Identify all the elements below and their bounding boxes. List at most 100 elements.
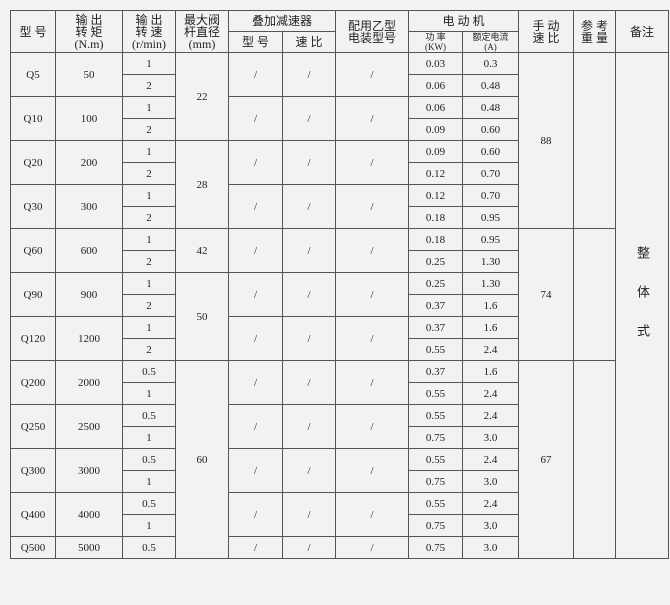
reducer-ratio-cell: /: [281, 52, 337, 97]
model-cell: Q10: [10, 96, 56, 141]
table-row: Q90 900 1 50///0.25 1.30: [10, 272, 669, 361]
speed-cell: 2: [122, 250, 176, 273]
header-line: 转 速: [135, 24, 163, 39]
current-cell: 0.48: [462, 74, 520, 97]
current-cell: 1.6: [462, 360, 520, 383]
header-cell: 电 动 机: [408, 10, 520, 32]
spec-table: 型 号 输 出转 矩 (N.m) 输 出转 速 (r/min) 最大阀 杆直径 (mm)…: [10, 10, 670, 559]
actuator-cell: /: [335, 492, 410, 537]
current-cell: 0.95: [462, 228, 520, 251]
speed-cell: 1: [122, 52, 176, 75]
speed-cell: 0.5: [122, 536, 176, 559]
table-row: 1 0.55 2.4: [11, 382, 669, 405]
header-cell: 输 出转 速 (r/min): [122, 10, 176, 53]
model-cell: Q400: [10, 492, 56, 537]
speed-cell: 0.5: [122, 448, 176, 471]
reducer-model-cell: /: [228, 536, 283, 559]
power-cell: 0.55: [408, 404, 464, 427]
actuator-cell: /: [335, 360, 410, 405]
speed-cell: 2: [122, 74, 176, 97]
stem-cell: 60: [175, 360, 229, 559]
table-row: 2 0.37 1.6: [11, 294, 669, 317]
torque-cell: 200: [55, 140, 123, 185]
torque-cell: 2500: [55, 404, 123, 449]
power-cell: 0.75: [408, 470, 464, 493]
header-line: 输 出: [75, 12, 103, 27]
power-cell: 0.18: [408, 228, 464, 251]
header-line: 速 比: [532, 30, 560, 45]
power-cell: 0.75: [408, 426, 464, 449]
header-line: 额定电流: [472, 32, 509, 42]
power-cell: 0.55: [408, 338, 464, 361]
current-cell: 1.30: [462, 250, 520, 273]
current-cell: 2.4: [462, 338, 520, 361]
model-cell: Q300: [10, 448, 56, 493]
reducer-model-cell: /: [228, 404, 283, 449]
reducer-ratio-cell: /: [281, 492, 337, 537]
power-cell: 0.18: [408, 206, 464, 229]
header-line: (A): [484, 42, 497, 52]
current-cell: 0.60: [462, 140, 520, 163]
current-cell: 3.0: [462, 514, 520, 537]
current-cell: 2.4: [462, 382, 520, 405]
reducer-ratio-cell: /: [281, 140, 337, 185]
model-cell: Q250: [10, 404, 56, 449]
current-cell: 2.4: [462, 404, 520, 427]
header-line: 转 矩: [75, 24, 103, 39]
header-cell: 型 号: [228, 31, 283, 53]
header-cell: 手 动速 比: [518, 10, 575, 53]
header-line: 重 量: [581, 30, 609, 45]
manual-cell: 88: [518, 52, 575, 229]
power-cell: 0.75: [408, 536, 464, 559]
speed-cell: 1: [122, 426, 176, 449]
power-cell: 0.25: [408, 250, 464, 273]
header-line: (r/min): [132, 36, 166, 51]
speed-cell: 2: [122, 118, 176, 141]
torque-cell: 2000: [55, 360, 123, 405]
header-line: 最大阀: [183, 12, 220, 27]
power-cell: 0.37: [408, 294, 464, 317]
weight-cell: [573, 360, 617, 559]
speed-cell: 2: [122, 162, 176, 185]
speed-cell: 1: [122, 228, 176, 251]
actuator-cell: /: [335, 52, 410, 97]
speed-cell: 1: [122, 316, 176, 339]
table-row: 2 0.06 0.48: [11, 74, 669, 97]
torque-cell: 4000: [55, 492, 123, 537]
reducer-ratio-cell: /: [281, 96, 337, 141]
reducer-model-cell: /: [228, 228, 283, 273]
current-cell: 3.0: [462, 536, 520, 559]
table-row: Q20 200 1 28///0.09 0.60: [10, 140, 669, 229]
power-cell: 0.09: [408, 140, 464, 163]
model-cell: Q120: [10, 316, 56, 361]
current-cell: 2.4: [462, 492, 520, 515]
power-cell: 0.55: [408, 382, 464, 405]
speed-cell: 1: [122, 184, 176, 207]
header-cell: 功 率 (KW): [408, 31, 464, 53]
speed-cell: 2: [122, 206, 176, 229]
manual-cell: 74: [518, 228, 575, 361]
current-cell: 1.6: [462, 294, 520, 317]
actuator-cell: /: [335, 140, 410, 185]
stem-cell: 50: [175, 272, 229, 361]
weight-cell: [573, 228, 617, 361]
speed-cell: 1: [122, 382, 176, 405]
header-cell: 参 考重 量: [573, 10, 617, 53]
current-cell: 0.48: [462, 96, 520, 119]
power-cell: 0.06: [408, 74, 464, 97]
speed-cell: 0.5: [122, 404, 176, 427]
actuator-cell: /: [335, 228, 410, 273]
speed-cell: 2: [122, 338, 176, 361]
table-row: Q30 300 1///0.12 0.70: [10, 184, 669, 229]
power-cell: 0.09: [408, 118, 464, 141]
header-line: 手 动: [532, 18, 560, 33]
header-line: (N.m): [74, 36, 104, 51]
reducer-model-cell: /: [228, 492, 283, 537]
reducer-ratio-cell: /: [281, 228, 337, 273]
reducer-model-cell: /: [228, 448, 283, 493]
power-cell: 0.37: [408, 316, 464, 339]
speed-cell: 1: [122, 470, 176, 493]
table-row: Q500 5000 0.5///0.75 3.0: [10, 536, 669, 559]
table-row: Q400 4000 0.5///0.55 2.4: [10, 492, 669, 537]
actuator-cell: /: [335, 448, 410, 493]
